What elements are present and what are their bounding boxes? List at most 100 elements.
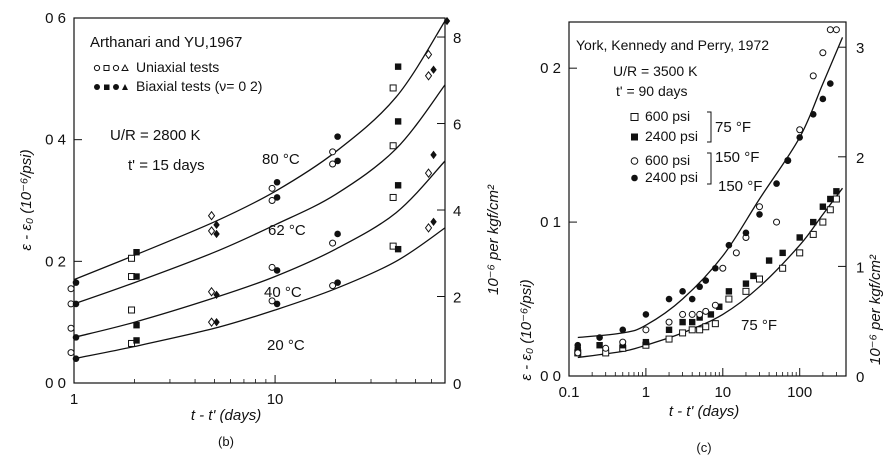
legend-uniaxial-markers <box>93 63 129 72</box>
data-point-open-square <box>665 335 673 343</box>
y2-tick-label: 0 <box>453 376 461 393</box>
data-point-filled <box>72 300 80 308</box>
panel-b: 1 10 0 0 0 2 0 4 0 6 0 2 4 6 8 80 °C 62 °C 40 °C 20 °… <box>18 10 502 449</box>
data-point-filled-square <box>796 234 803 241</box>
data-point-filled <box>334 279 341 286</box>
data-point-open <box>67 324 75 332</box>
panel-b-y2label: 10⁻⁶ per kgf/cm² <box>485 184 502 295</box>
data-point-filled <box>273 300 281 308</box>
data-point-open <box>389 84 397 92</box>
data-point-open-square <box>688 326 696 334</box>
data-point-open-circle <box>665 318 673 326</box>
y-tick-label: 0 0 <box>45 375 66 392</box>
data-point-open <box>207 210 216 221</box>
data-point-filled <box>394 63 402 70</box>
data-point-filled-square <box>596 342 603 349</box>
curve-62C <box>73 84 446 305</box>
data-point-filled-square <box>725 288 733 295</box>
data-point-open-circle <box>809 72 817 80</box>
data-point-open <box>329 148 337 156</box>
y-tick-label: 0 1 <box>540 214 561 231</box>
data-point-filled-square <box>642 338 650 346</box>
data-point-filled-square <box>679 318 686 326</box>
panel-b-points <box>67 16 451 362</box>
data-point-filled-circle <box>742 229 750 237</box>
data-point-filled <box>133 273 140 280</box>
data-point-open <box>207 286 216 297</box>
data-point-open-circle <box>796 126 804 134</box>
data-point-filled <box>213 220 220 230</box>
x-tick-label: 0.1 <box>559 384 580 401</box>
data-point-filled <box>133 337 140 344</box>
curve-150F <box>577 37 844 339</box>
data-point-filled-circle <box>665 295 673 303</box>
legend-uniaxial-label: Uniaxial tests <box>136 59 219 75</box>
curve-label: 62 °C <box>268 222 306 239</box>
data-point-open <box>424 223 433 233</box>
data-point-filled-circle <box>574 341 582 349</box>
legend-c-2400psi-75f: 2400 psi <box>645 128 698 144</box>
data-point-filled-square <box>765 257 773 264</box>
data-point-filled-circle <box>827 80 834 87</box>
data-point-open <box>67 285 75 293</box>
data-point-open-square <box>755 275 763 283</box>
data-point-open <box>329 160 337 168</box>
data-point-open-square <box>779 264 787 272</box>
data-point-open <box>424 168 433 178</box>
data-point-open-square <box>742 287 750 295</box>
data-point-filled-circle <box>773 180 780 187</box>
data-point-filled-circle <box>784 157 792 164</box>
data-point-filled-square <box>716 303 723 310</box>
data-point-open-square <box>809 230 817 238</box>
data-point-open-circle <box>719 264 727 272</box>
data-point-filled-circle <box>819 95 827 103</box>
x-tick-label: 1 <box>642 384 650 401</box>
data-point-open <box>207 317 216 328</box>
data-point-filled <box>394 245 402 253</box>
panel-b-legend: Uniaxial tests Biaxial tests (ν= 0 2) <box>93 59 262 94</box>
data-point-open-circle <box>602 344 610 352</box>
data-point-filled-circle <box>619 326 627 334</box>
y-tick-label: 0 4 <box>45 132 66 149</box>
data-point-open <box>424 70 433 81</box>
data-point-filled <box>213 290 220 299</box>
data-point-open <box>329 282 337 290</box>
data-point-filled-square <box>688 318 696 326</box>
legend-c-group-75f: 75 °F <box>715 119 751 136</box>
data-point-open <box>424 49 433 60</box>
x-tick-label: 1 <box>70 391 78 408</box>
panel-b-title: Arthanari and YU,1967 <box>90 34 242 51</box>
data-point-filled-circle <box>702 277 710 284</box>
data-point-open <box>207 226 216 236</box>
y-tick-label: 0 0 <box>540 368 561 385</box>
data-point-open-circle <box>711 301 719 309</box>
panel-c-curves <box>577 37 844 359</box>
panel-c-title: York, Kennedy and Perry, 1972 <box>576 37 769 53</box>
y2-tick-label: 2 <box>453 290 461 307</box>
data-point-open <box>389 142 397 150</box>
data-point-filled <box>334 157 341 165</box>
legend-c-group-150f: 150 °F <box>715 149 759 166</box>
y2-tick-label: 3 <box>856 40 864 57</box>
data-point-filled <box>430 217 437 226</box>
x-tick-label: 10 <box>714 384 731 401</box>
y2-tick-label: 8 <box>453 30 461 47</box>
data-point-open <box>67 349 75 357</box>
panel-c: 0.1 1 10 100 0 0 0 1 0 2 0 1 2 3 York, Kennedy and… <box>518 21 884 455</box>
data-point-filled-square <box>779 249 786 257</box>
data-point-filled-circle <box>725 241 733 249</box>
curve-label-75f: 75 °F <box>741 317 777 334</box>
data-point-filled-circle <box>688 295 696 303</box>
data-point-open-circle <box>819 49 827 57</box>
data-point-filled-circle <box>596 334 603 341</box>
data-point-filled-circle <box>756 211 763 218</box>
panel-b-xlabel: t - t' (days) <box>191 407 261 424</box>
panel-b-ur-annotation: U/R = 2800 K <box>110 127 200 144</box>
data-point-open-circle <box>755 203 763 211</box>
data-point-filled <box>273 194 281 201</box>
data-point-filled-square <box>750 272 757 280</box>
curve-label-150f: 150 °F <box>718 178 762 195</box>
panel-c-tprime-annotation: t' = 90 days <box>616 83 688 99</box>
data-point-open-circle <box>642 326 650 334</box>
